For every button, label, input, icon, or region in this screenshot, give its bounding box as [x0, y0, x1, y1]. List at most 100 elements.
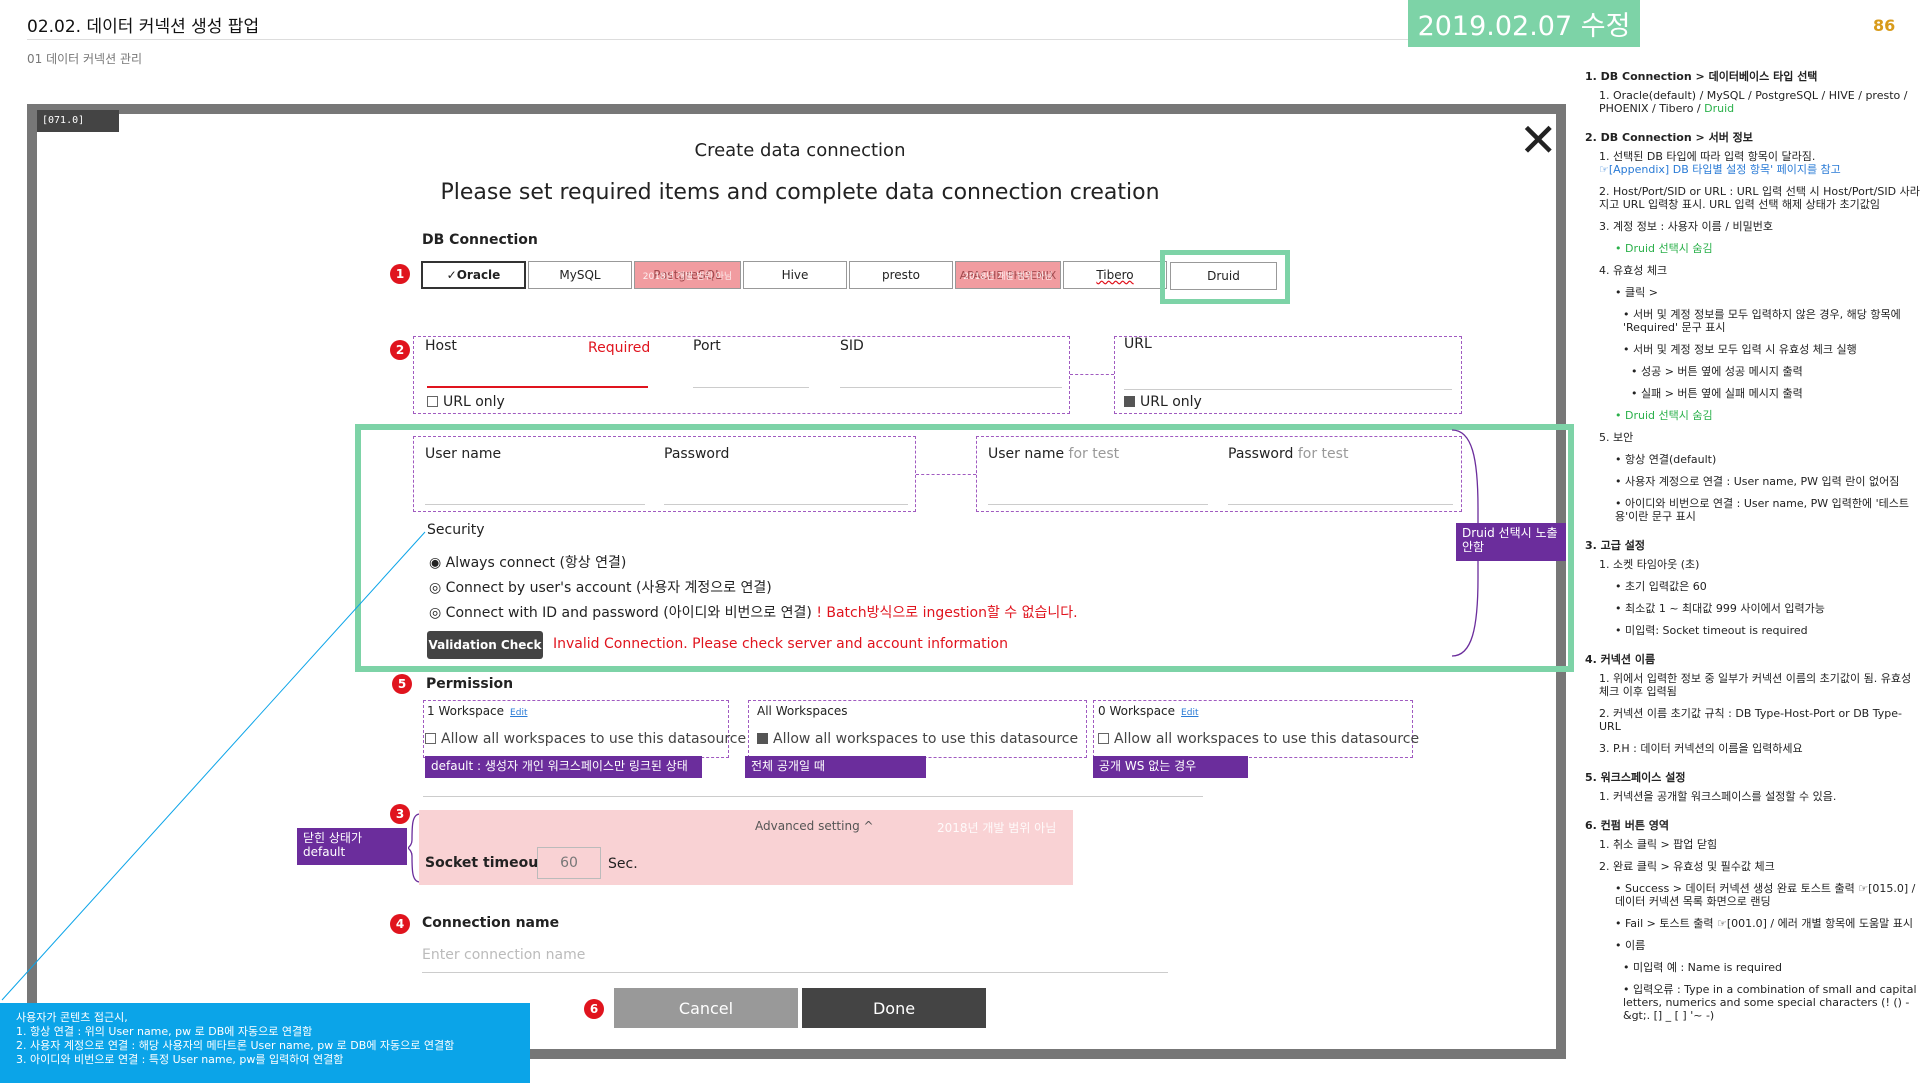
spec-item: 1. 커넥션을 공개할 워크스페이스를 설정할 수 있음. [1599, 790, 1837, 803]
security-label: Security [427, 522, 485, 538]
socket-timeout-label: Socket timeout [425, 855, 545, 871]
password-test-label: Password for test [1228, 446, 1349, 462]
divider [423, 796, 1203, 797]
close-icon[interactable]: ✕ [1519, 113, 1558, 167]
note-line: 1. 항상 연결 : 위의 User name, pw 로 DB에 자동으로 연… [16, 1025, 313, 1038]
url-only-checkbox-2[interactable]: URL only [1124, 394, 1202, 410]
host-label: Host [425, 338, 457, 354]
username-test-input[interactable] [988, 504, 1208, 505]
note-line: 2. 사용자 계정으로 연결 : 해당 사용자의 메타트론 User name,… [16, 1039, 455, 1052]
screen-id: [071.0] [37, 110, 119, 132]
spec-item: • 미입력 예 : Name is required [1623, 961, 1782, 974]
server-info-group [413, 336, 1070, 414]
step-number-4: 4 [390, 914, 410, 934]
test-account-group [976, 436, 1462, 512]
db-type-postgresql[interactable]: PostgreSQL 2018년 개발 범위 아님 [634, 261, 741, 289]
required-label: Required [588, 340, 651, 356]
db-type-mysql[interactable]: MySQL [528, 261, 632, 289]
out-of-scope-note: 2018년 개발 범위 아님 [963, 271, 1053, 282]
username-input[interactable] [425, 504, 645, 505]
druid-hide-tag: Druid 선택시 노출 안함 [1456, 523, 1566, 561]
radio-id-password[interactable]: ◎ Connect with ID and password (아이디와 비번으… [429, 602, 1078, 622]
spec-heading: 3. 고급 설정 [1585, 539, 1645, 552]
db-type-tibero[interactable]: Tibero [1063, 261, 1167, 289]
doc-subtitle: 01 데이터 커넥션 관리 [27, 52, 143, 66]
spec-item: 1. 소켓 타임아웃 (초) [1599, 558, 1700, 571]
url-input[interactable] [1124, 389, 1452, 390]
out-of-scope-note: 2018년 개발 범위 아님 [937, 821, 1057, 835]
db-type-hive[interactable]: Hive [743, 261, 847, 289]
edit-link[interactable]: Edit [1181, 708, 1199, 718]
done-button[interactable]: Done [802, 988, 986, 1028]
edit-link[interactable]: Edit [510, 708, 528, 718]
spec-item: 1. 위에서 입력한 정보 중 일부가 커넥션 이름의 초기값이 됨. 유효성 … [1599, 672, 1912, 698]
url-only-checkbox[interactable]: URL only [427, 394, 505, 410]
spec-item: • 사용자 계정으로 연결 : User name, PW 입력 란이 없어짐 [1615, 475, 1900, 488]
account-group [413, 436, 916, 512]
cancel-button[interactable]: Cancel [614, 988, 798, 1028]
password-test-input[interactable] [1228, 504, 1453, 505]
port-input[interactable] [693, 387, 809, 388]
connection-name-label: Connection name [422, 915, 560, 931]
advanced-setting-panel [419, 810, 1073, 885]
popup-title: Create data connection [694, 140, 906, 161]
page-number: 86 [1873, 16, 1896, 35]
db-type-phoenix[interactable]: APACHE PHOENIX 2018년 개발 범위 아님 [955, 261, 1061, 289]
db-type-oracle[interactable]: ✓Oracle [421, 261, 526, 289]
spec-item: • 서버 및 계정 정보 모두 입력 시 유효성 체크 실행 [1623, 343, 1857, 356]
step-number-2: 2 [390, 340, 410, 360]
radio-user-account[interactable]: ◎ Connect by user's account (사용자 계정으로 연결… [429, 577, 772, 597]
spec-heading: 4. 커넥션 이름 [1585, 653, 1656, 666]
radio-always-label: Always connect (항상 연결) [445, 555, 627, 571]
perm-3-checkbox[interactable]: Allow all workspaces to use this datasou… [1098, 731, 1419, 747]
socket-timeout-input[interactable]: 60 [537, 847, 601, 879]
doc-title: 02.02. 데이터 커넥션 생성 팝업 [27, 17, 260, 37]
port-label: Port [693, 338, 721, 354]
radio-user-label: Connect by user's account (사용자 계정으로 연결) [445, 580, 772, 596]
password-input[interactable] [664, 504, 908, 505]
spec-item: 3. 계정 정보 : 사용자 이름 / 비밀번호 [1599, 220, 1773, 233]
closed-state-tag: 닫힌 상태가 default [297, 828, 407, 865]
radio-icon: ◎ [429, 580, 442, 596]
account-security-highlight [355, 424, 1574, 672]
spec-item: 1. Oracle(default) / MySQL / PostgreSQL … [1599, 89, 1908, 115]
perm-1-checkbox[interactable]: Allow all workspaces to use this datasou… [425, 731, 746, 747]
perm-2-checkbox[interactable]: Allow all workspaces to use this datasou… [757, 731, 1078, 747]
url-group [1114, 336, 1462, 414]
advanced-setting-toggle[interactable]: Advanced setting ^ [755, 819, 874, 833]
security-note: 사용자가 콘텐츠 접근시, 1. 항상 연결 : 위의 User name, p… [0, 1003, 530, 1083]
spec-item: • 최소값 1 ~ 최대값 999 사이에서 입력가능 [1615, 602, 1825, 615]
validation-check-button[interactable]: Validation Check [427, 631, 543, 659]
spec-heading: 1. DB Connection > 데이터베이스 타입 선택 [1585, 70, 1818, 83]
step-number-1: 1 [390, 264, 410, 284]
username-label: User name [425, 446, 502, 462]
checkbox-icon [1098, 733, 1109, 744]
spec-item: • 이름 [1615, 939, 1646, 952]
permission-option-3[interactable] [1093, 700, 1413, 758]
spec-item: • 항상 연결(default) [1615, 453, 1717, 466]
step-number-5: 5 [392, 674, 412, 694]
perm-3-title: 0 Workspace Edit [1098, 704, 1199, 718]
perm-2-title: All Workspaces [757, 704, 848, 718]
db-type-phoenix-label: APACHE PHOENIX [959, 268, 1057, 282]
sid-input[interactable] [840, 387, 1062, 388]
note-line: 사용자가 콘텐츠 접근시, [16, 1011, 128, 1024]
checkbox-checked-icon [1124, 396, 1135, 407]
spec-item: • Success > 데이터 커넥션 생성 완료 토스트 출력 ☞[015.0… [1615, 882, 1916, 908]
spec-item: • 초기 입력값은 60 [1615, 580, 1707, 593]
password-label: Password [664, 446, 730, 462]
spec-item: • Fail > 토스트 출력 ☞[001.0] / 에러 개별 항목에 도움말… [1615, 917, 1914, 930]
db-type-presto[interactable]: presto [849, 261, 953, 289]
bracket-shape [408, 813, 421, 883]
connection-name-input[interactable]: Enter connection name [422, 947, 586, 963]
connection-name-underline [422, 972, 1168, 973]
db-type-druid[interactable]: Druid [1170, 262, 1277, 290]
radio-always-connect[interactable]: ◉ Always connect (항상 연결) [429, 552, 626, 572]
spec-panel: 1. DB Connection > 데이터베이스 타입 선택 1. Oracl… [1585, 70, 1920, 1031]
perm-3-tag: 공개 WS 없는 경우 [1093, 756, 1248, 778]
username-test-label: User name for test [988, 446, 1120, 462]
spec-item: • 성공 > 버튼 옆에 성공 메시지 출력 [1631, 365, 1803, 378]
checkbox-icon [425, 733, 436, 744]
host-input[interactable] [427, 386, 648, 388]
spec-item: 2. Host/Port/SID or URL : URL 입력 선택 시 Ho… [1599, 185, 1920, 211]
